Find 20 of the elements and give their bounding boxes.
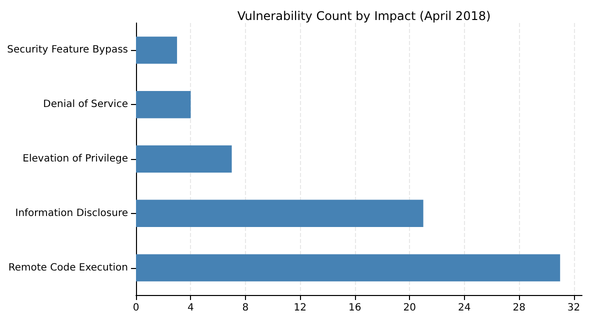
bar bbox=[136, 36, 178, 64]
y-tick-label: Remote Code Execution bbox=[8, 262, 128, 274]
bar bbox=[136, 254, 560, 282]
y-tick-label: Elevation of Privilege bbox=[22, 154, 128, 164]
x-tick-label: 0 bbox=[132, 302, 140, 314]
x-tick-label: 24 bbox=[458, 302, 471, 314]
x-tick-label: 12 bbox=[294, 302, 307, 314]
bar bbox=[136, 145, 232, 173]
x-tick-label: 32 bbox=[567, 302, 580, 314]
bar bbox=[136, 200, 424, 227]
chart-title: Vulnerability Count by Impact (April 2018) bbox=[237, 9, 491, 23]
y-tick-label: Information Disclosure bbox=[15, 208, 128, 219]
x-tick-label: 4 bbox=[188, 302, 194, 314]
y-tick-label: Denial of Service bbox=[43, 99, 128, 110]
x-tick-label: 8 bbox=[242, 302, 249, 314]
x-tick-label: 16 bbox=[348, 302, 362, 314]
bar bbox=[136, 91, 191, 118]
x-tick-label: 28 bbox=[512, 302, 526, 314]
y-tick-label: Security Feature Bypass bbox=[7, 44, 128, 56]
x-tick-label: 20 bbox=[403, 302, 416, 314]
